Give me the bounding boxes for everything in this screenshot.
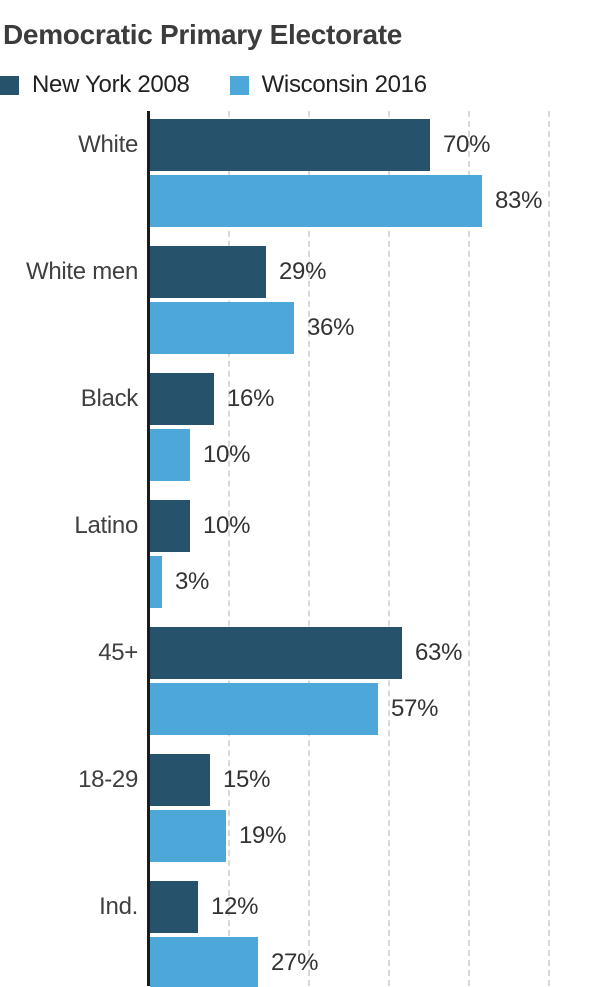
value-label: 57% bbox=[391, 695, 439, 722]
category-group-white-men: White men 29% 36% bbox=[0, 246, 600, 354]
category-group-white: White 70% 83% bbox=[0, 119, 600, 227]
bar-new-york-2008-white bbox=[150, 119, 430, 171]
bar-row: 18-29 15% bbox=[0, 754, 600, 806]
value-label: 15% bbox=[223, 766, 271, 793]
gridline-40 bbox=[308, 111, 310, 986]
bar-row: White men 29% bbox=[0, 246, 600, 298]
bar-wisconsin-2016-latino bbox=[150, 556, 162, 608]
bar-row: 83% bbox=[0, 175, 600, 227]
legend-label-new-york-2008: New York 2008 bbox=[32, 71, 190, 98]
legend-swatch-wisconsin-2016 bbox=[229, 75, 249, 95]
bar-rows: White 70% 83% White men 29% 36% Black 16… bbox=[0, 111, 600, 987]
legend-label-wisconsin-2016: Wisconsin 2016 bbox=[261, 71, 428, 98]
bar-new-york-2008-18-29 bbox=[150, 754, 210, 806]
bar-row: White 70% bbox=[0, 119, 600, 171]
category-group-45-: 45+ 63% 57% bbox=[0, 627, 600, 735]
value-label: 10% bbox=[203, 441, 251, 468]
bar-row: 10% bbox=[0, 429, 600, 481]
category-label: Black bbox=[80, 385, 139, 412]
category-label: 45+ bbox=[98, 639, 138, 666]
bar-new-york-2008-white-men bbox=[150, 246, 266, 298]
value-label: 16% bbox=[227, 385, 275, 412]
legend-item-wisconsin-2016: Wisconsin 2016 bbox=[229, 71, 428, 99]
bar-wisconsin-2016-white bbox=[150, 175, 482, 227]
gridline-80 bbox=[468, 111, 470, 986]
category-group-black: Black 16% 10% bbox=[0, 373, 600, 481]
bar-row: 19% bbox=[0, 810, 600, 862]
bar-new-york-2008-45- bbox=[150, 627, 402, 679]
value-label: 36% bbox=[307, 314, 355, 341]
bar-wisconsin-2016-18-29 bbox=[150, 810, 226, 862]
bar-new-york-2008-black bbox=[150, 373, 214, 425]
bar-wisconsin-2016-45- bbox=[150, 683, 378, 735]
value-label: 12% bbox=[211, 893, 259, 920]
bar-row: Black 16% bbox=[0, 373, 600, 425]
category-label: White bbox=[78, 131, 138, 158]
value-label: 29% bbox=[279, 258, 327, 285]
category-group-ind-: Ind. 12% 27% bbox=[0, 881, 600, 987]
bar-row: 57% bbox=[0, 683, 600, 735]
bar-wisconsin-2016-ind- bbox=[150, 937, 258, 987]
legend: New York 2008 Wisconsin 2016 bbox=[0, 71, 600, 99]
value-label: 83% bbox=[495, 187, 543, 214]
bar-row: 45+ 63% bbox=[0, 627, 600, 679]
value-label: 10% bbox=[203, 512, 251, 539]
legend-swatch-new-york-2008 bbox=[0, 75, 19, 95]
bar-row: Ind. 12% bbox=[0, 881, 600, 933]
category-label: Ind. bbox=[99, 893, 138, 920]
y-axis-line bbox=[147, 111, 150, 986]
value-label: 19% bbox=[239, 822, 287, 849]
gridline-60 bbox=[388, 111, 390, 986]
bar-chart: White 70% 83% White men 29% 36% Black 16… bbox=[0, 111, 600, 987]
bar-row: 36% bbox=[0, 302, 600, 354]
legend-item-new-york-2008: New York 2008 bbox=[0, 71, 190, 99]
category-group-latino: Latino 10% 3% bbox=[0, 500, 600, 608]
bar-wisconsin-2016-white-men bbox=[150, 302, 294, 354]
bar-new-york-2008-latino bbox=[150, 500, 190, 552]
bar-row: Latino 10% bbox=[0, 500, 600, 552]
category-label: 18-29 bbox=[78, 766, 138, 793]
bar-new-york-2008-ind- bbox=[150, 881, 198, 933]
bar-wisconsin-2016-black bbox=[150, 429, 190, 481]
gridline-20 bbox=[228, 111, 230, 986]
chart-title: Democratic Primary Electorate bbox=[3, 19, 403, 50]
category-label: White men bbox=[25, 258, 138, 285]
value-label: 27% bbox=[271, 949, 319, 976]
value-label: 70% bbox=[443, 131, 491, 158]
value-label: 3% bbox=[175, 568, 210, 595]
gridline-100 bbox=[548, 111, 550, 986]
category-label: Latino bbox=[74, 512, 138, 539]
bar-row: 3% bbox=[0, 556, 600, 608]
value-label: 63% bbox=[415, 639, 463, 666]
category-group-18-29: 18-29 15% 19% bbox=[0, 754, 600, 862]
bar-row: 27% bbox=[0, 937, 600, 987]
